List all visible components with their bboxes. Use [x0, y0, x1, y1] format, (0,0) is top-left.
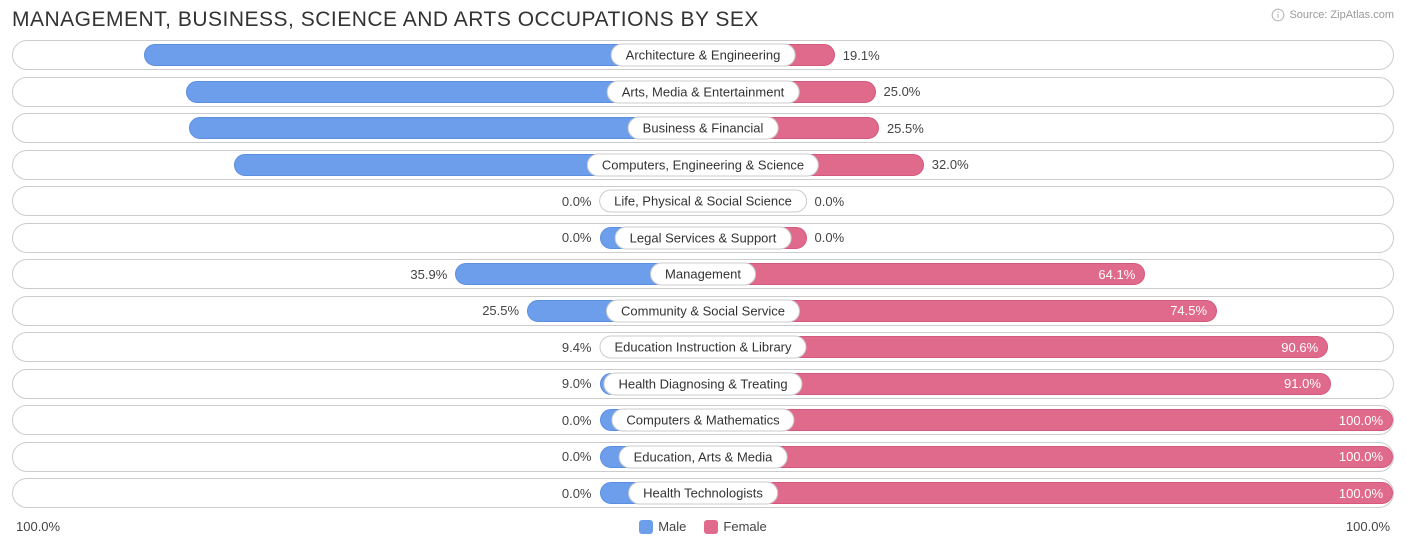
chart-body: 81.0%19.1%Architecture & Engineering75.0…: [12, 40, 1394, 508]
chart-row: 35.9% 64.1%Management: [12, 259, 1394, 289]
category-label: Computers, Engineering & Science: [587, 153, 819, 176]
chart-row: 75.0%25.0%Arts, Media & Entertainment: [12, 77, 1394, 107]
female-pct-label: 0.0%: [807, 224, 845, 252]
category-label: Arts, Media & Entertainment: [607, 80, 800, 103]
female-pct-label: 100.0%: [709, 443, 1393, 471]
chart-row: 68.0%32.0%Computers, Engineering & Scien…: [12, 150, 1394, 180]
category-label: Community & Social Service: [606, 299, 800, 322]
chart-row: 0.0% 100.0%Computers & Mathematics: [12, 405, 1394, 435]
female-pct-label: 32.0%: [924, 151, 969, 179]
legend-male-label: Male: [658, 519, 686, 534]
male-pct-label: 9.0%: [562, 370, 600, 398]
category-label: Life, Physical & Social Science: [599, 190, 807, 213]
axis-right-label: 100.0%: [1346, 519, 1390, 534]
info-icon: [1271, 8, 1285, 22]
category-label: Health Technologists: [628, 482, 778, 505]
chart-footer: 100.0% Male Female 100.0%: [12, 515, 1394, 539]
chart-row: 25.5%74.5%Community & Social Service: [12, 296, 1394, 326]
chart-row: 9.4%90.6%Education Instruction & Library: [12, 332, 1394, 362]
chart-row: 0.0% 0.0% Legal Services & Support: [12, 223, 1394, 253]
male-pct-label: 35.9%: [410, 260, 455, 288]
female-pct-label: 25.0%: [876, 78, 921, 106]
category-label: Computers & Mathematics: [611, 409, 794, 432]
male-pct-label: 0.0%: [562, 443, 600, 471]
chart-row: 81.0%19.1%Architecture & Engineering: [12, 40, 1394, 70]
legend-female-label: Female: [723, 519, 766, 534]
category-label: Legal Services & Support: [615, 226, 792, 249]
legend-male: Male: [639, 519, 686, 535]
category-label: Business & Financial: [628, 117, 779, 140]
chart-row: 0.0% 100.0%Health Technologists: [12, 478, 1394, 508]
female-pct-label: 100.0%: [709, 406, 1393, 434]
male-pct-label: 74.5%: [189, 114, 697, 142]
chart-source: Source: ZipAtlas.com: [1271, 8, 1394, 22]
male-pct-label: 0.0%: [562, 406, 600, 434]
legend: Male Female: [639, 519, 767, 535]
female-pct-label: 100.0%: [709, 479, 1393, 507]
male-pct-label: 9.4%: [562, 333, 600, 361]
chart-title: MANAGEMENT, BUSINESS, SCIENCE AND ARTS O…: [12, 8, 759, 32]
axis-left-label: 100.0%: [16, 519, 60, 534]
chart-row: 74.5% 25.5% Business & Financial: [12, 113, 1394, 143]
chart-row: 0.0% 100.0%Education, Arts & Media: [12, 442, 1394, 472]
category-label: Architecture & Engineering: [611, 44, 796, 67]
female-pct-label: 64.1%: [709, 260, 1145, 288]
category-label: Health Diagnosing & Treating: [603, 372, 802, 395]
legend-female: Female: [704, 519, 766, 535]
legend-female-swatch: [704, 520, 718, 534]
chart-header: MANAGEMENT, BUSINESS, SCIENCE AND ARTS O…: [12, 8, 1394, 32]
category-label: Management: [650, 263, 756, 286]
chart-row: 9.0%91.0%Health Diagnosing & Treating: [12, 369, 1394, 399]
category-label: Education Instruction & Library: [599, 336, 806, 359]
female-pct-label: 19.1%: [835, 41, 880, 69]
category-label: Education, Arts & Media: [619, 445, 788, 468]
male-pct-label: 25.5%: [482, 297, 527, 325]
male-pct-label: 0.0%: [562, 479, 600, 507]
female-pct-label: 25.5%: [879, 114, 924, 142]
chart-row: 0.0% 0.0%Life, Physical & Social Science: [12, 186, 1394, 216]
source-text: Source: ZipAtlas.com: [1289, 9, 1394, 21]
male-pct-label: 0.0%: [562, 187, 600, 215]
legend-male-swatch: [639, 520, 653, 534]
male-pct-label: 0.0%: [562, 224, 600, 252]
female-pct-label: 0.0%: [807, 187, 845, 215]
